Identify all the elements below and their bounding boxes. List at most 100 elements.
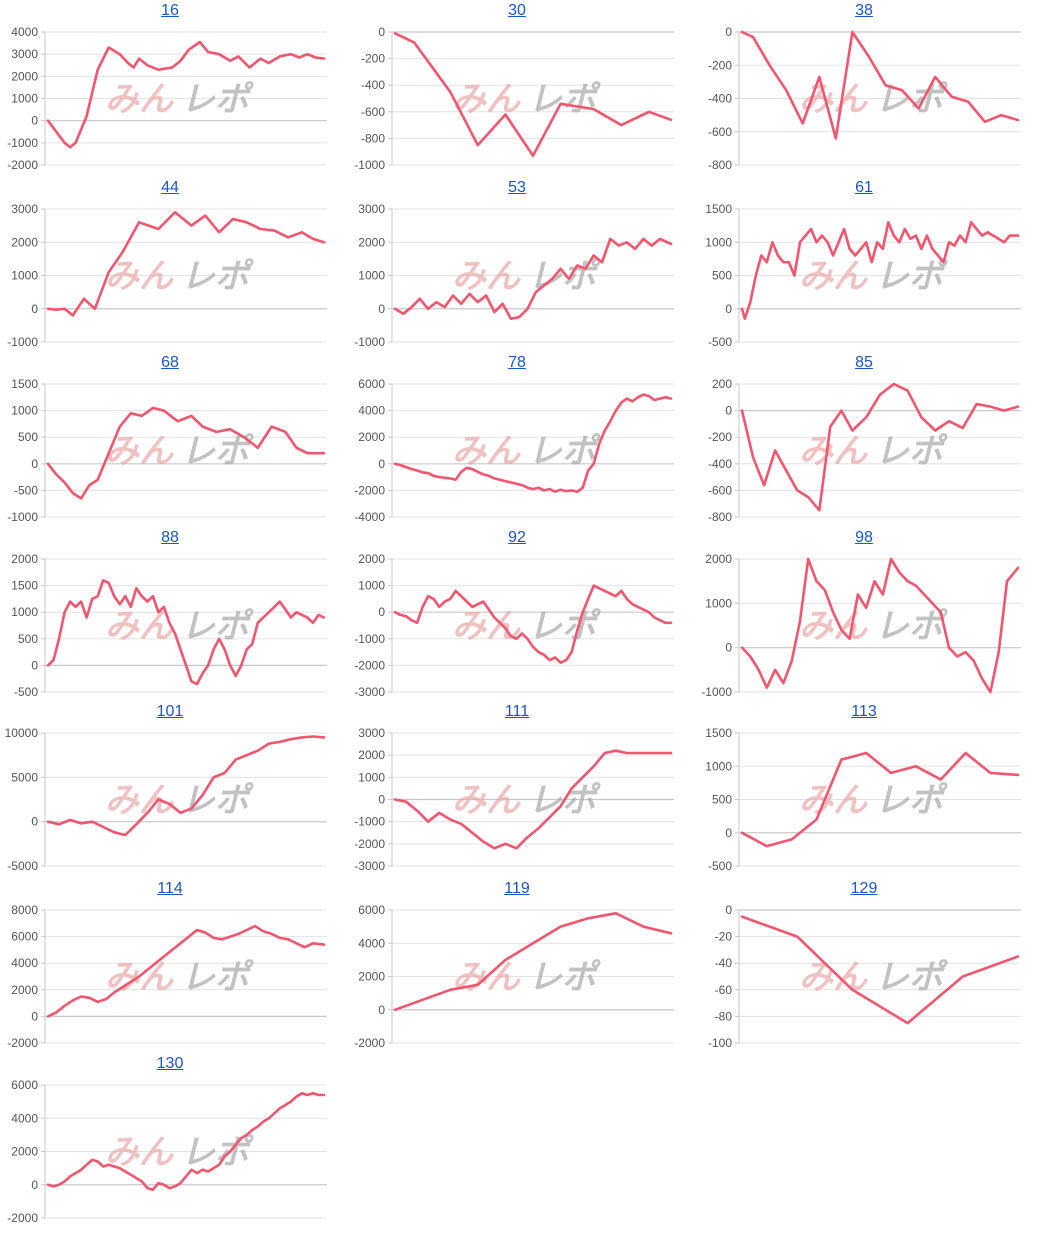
y-tick-label: 500 (18, 632, 38, 646)
y-tick-label: 0 (725, 404, 732, 418)
y-tick-label: 4000 (11, 1111, 38, 1125)
y-tick-label: 0 (378, 793, 385, 807)
y-tick-label: 2000 (358, 430, 385, 444)
chart-panel: 6000 4000 2000 0 -2000 みん レポ 119 (347, 878, 687, 1054)
chart-svg: 4000 3000 2000 1000 0 -1000 -2000 みん レポ (7, 25, 327, 172)
y-tick-label: 0 (725, 302, 732, 316)
chart-panel: 2000 1000 0 -1000 -2000 -3000 みん レポ 92 (347, 527, 687, 703)
watermark-logo: みん レポ (799, 257, 948, 297)
watermark-logo: みん レポ (105, 781, 254, 821)
series-line (740, 915, 1020, 1025)
chart-panel: 6000 4000 2000 0 -2000 -4000 みん レポ 78 (347, 352, 687, 528)
chart-svg: 1500 1000 500 0 -500 -1000 みん レポ (7, 377, 327, 524)
chart-panel: 2000 1500 1000 500 0 -500 みん レポ 88 (0, 527, 340, 703)
y-tick-label: 1500 (705, 726, 732, 740)
y-tick-label: 1000 (11, 605, 38, 619)
y-tick-label: -600 (708, 125, 732, 139)
chart-svg: 6000 4000 2000 0 -2000 みん レポ (7, 1078, 327, 1225)
series-line (393, 749, 673, 850)
chart-panel: 0 -20 -40 -60 -80 -100 みん レポ 129 (694, 878, 1034, 1054)
series-line (393, 911, 673, 1012)
y-tick-label: 0 (378, 1003, 385, 1017)
y-tick-label: 4000 (11, 25, 38, 39)
series-line (393, 393, 673, 493)
y-tick-label: 6000 (11, 1078, 38, 1092)
y-tick-label: -200 (708, 58, 732, 72)
y-tick-label: -1000 (701, 685, 732, 699)
chart-svg: 1500 1000 500 0 -500 みん レポ (705, 202, 1021, 349)
chart-panel: 1500 1000 500 0 -500 みん レポ 61 (694, 177, 1034, 353)
chart-title-link[interactable]: 53 (508, 179, 526, 196)
chart-title-link[interactable]: 98 (855, 529, 873, 546)
chart-title-link[interactable]: 38 (855, 2, 873, 19)
watermark-logo: みん レポ (452, 958, 601, 998)
watermark-logo: みん レポ (799, 781, 948, 821)
y-tick-label: 4000 (358, 936, 385, 950)
y-tick-label: -1000 (354, 158, 385, 172)
chart-title-link[interactable]: 16 (161, 2, 179, 19)
chart-title-link[interactable]: 61 (855, 179, 873, 196)
y-tick-label: 1500 (11, 579, 38, 593)
chart-title-link[interactable]: 85 (855, 354, 873, 371)
chart-title-link[interactable]: 78 (508, 354, 526, 371)
series-line (393, 31, 673, 157)
chart-panel: 3000 2000 1000 0 -1000 みん レポ 44 (0, 177, 340, 353)
y-tick-label: 0 (725, 903, 732, 917)
chart-title-link[interactable]: 44 (161, 179, 179, 196)
chart-svg: 3000 2000 1000 0 -1000 みん レポ (354, 202, 674, 349)
y-tick-label: 0 (378, 457, 385, 471)
y-tick-label: -800 (708, 510, 732, 524)
y-tick-label: 1500 (705, 202, 732, 216)
chart-title-link[interactable]: 88 (161, 529, 179, 546)
series-line (46, 924, 326, 1018)
y-tick-label: 3000 (11, 202, 38, 216)
chart-title-link[interactable]: 92 (508, 529, 526, 546)
y-tick-label: 0 (31, 1178, 38, 1192)
y-tick-label: 1000 (11, 404, 38, 418)
y-tick-label: -40 (715, 956, 733, 970)
y-tick-label: 2000 (11, 1145, 38, 1159)
chart-panel: 8000 6000 4000 2000 0 -2000 みん レポ 114 (0, 878, 340, 1054)
y-tick-label: -200 (708, 430, 732, 444)
y-tick-label: -4000 (354, 510, 385, 524)
y-tick-label: 500 (18, 430, 38, 444)
y-tick-label: -60 (715, 983, 733, 997)
y-tick-label: 0 (725, 25, 732, 39)
y-tick-label: 200 (712, 377, 732, 391)
chart-title-link[interactable]: 130 (156, 1055, 184, 1072)
y-tick-label: -800 (708, 158, 732, 172)
series-line (46, 210, 326, 317)
chart-title-link[interactable]: 119 (504, 880, 530, 897)
chart-panel: 0 -200 -400 -600 -800 みん レポ 38 (694, 0, 1034, 176)
y-tick-label: 0 (725, 826, 732, 840)
y-tick-label: 1000 (705, 596, 732, 610)
y-tick-label: 0 (31, 658, 38, 672)
watermark-logo: みん レポ (105, 432, 254, 472)
chart-title-link[interactable]: 113 (851, 703, 877, 720)
y-tick-label: -400 (708, 457, 732, 471)
chart-svg: 1500 1000 500 0 -500 みん レポ (705, 726, 1021, 873)
y-tick-label: 500 (712, 793, 732, 807)
y-tick-label: 3000 (358, 202, 385, 216)
watermark-logo: みん レポ (452, 432, 601, 472)
series-line (46, 406, 326, 500)
chart-title-link[interactable]: 101 (156, 703, 184, 720)
y-tick-label: 4000 (358, 404, 385, 418)
chart-svg: 0 -20 -40 -60 -80 -100 みん レポ (708, 903, 1021, 1050)
chart-title-link[interactable]: 111 (504, 703, 530, 720)
y-tick-label: 2000 (705, 552, 732, 566)
chart-title-link[interactable]: 114 (157, 880, 183, 897)
y-tick-label: -3000 (354, 685, 385, 699)
chart-title-link[interactable]: 129 (850, 880, 878, 897)
series-line (740, 220, 1020, 320)
chart-panel: 6000 4000 2000 0 -2000 みん レポ 130 (0, 1053, 340, 1229)
y-tick-label: 1000 (358, 579, 385, 593)
chart-title-link[interactable]: 68 (161, 354, 179, 371)
chart-title-link[interactable]: 30 (508, 2, 526, 19)
y-tick-label: -600 (361, 105, 385, 119)
y-tick-label: 2000 (11, 983, 38, 997)
y-tick-label: -100 (708, 1036, 732, 1050)
y-tick-label: 10000 (5, 726, 39, 740)
